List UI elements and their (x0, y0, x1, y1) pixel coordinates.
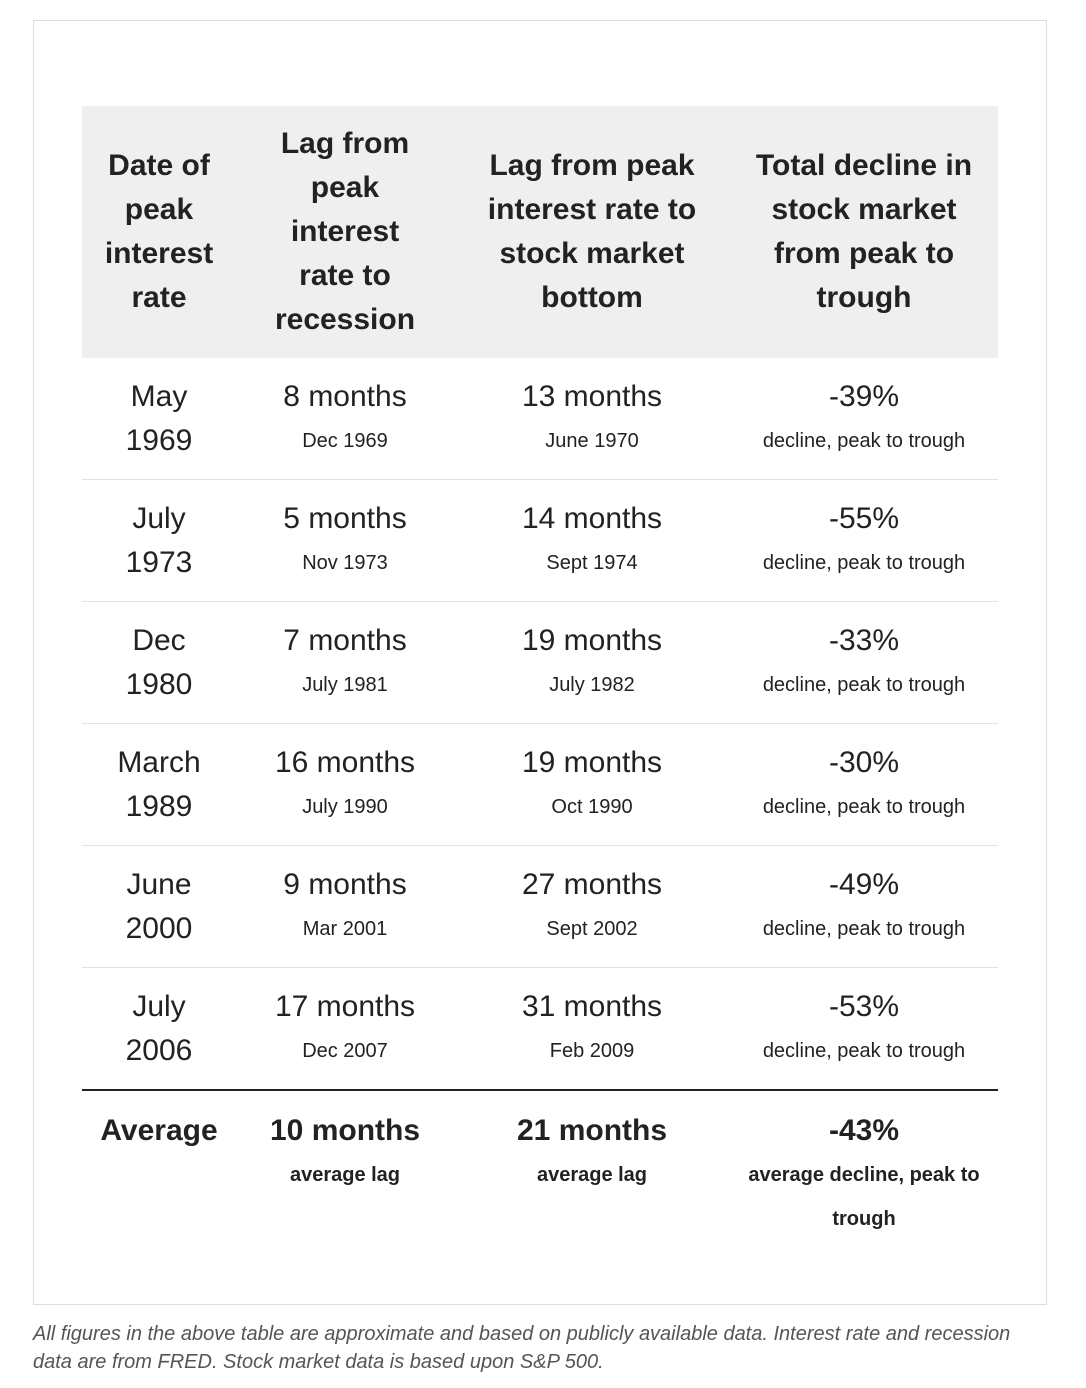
cell: 7 months July 1981 (236, 601, 454, 724)
cell-main: -33% (828, 623, 900, 657)
header-text: Lag from peak interest rate to stock mar… (487, 149, 697, 314)
cell-sub: Sept 2002 (546, 917, 638, 940)
cell-sub: decline, peak to trough (762, 917, 966, 940)
table-card: Date of peak interest rate Lag from peak … (33, 20, 1047, 1305)
column-header: Total decline in stock market from peak … (730, 106, 998, 358)
cell-main: 27 months (521, 867, 663, 901)
table-body: May 1969 8 months Dec 1969 13 months June 19… (82, 358, 998, 1259)
cell: March 1989 (82, 723, 236, 846)
column-header: Date of peak interest rate (82, 106, 236, 358)
cell-main: 16 months (274, 745, 416, 779)
cell: 31 months Feb 2009 (454, 967, 730, 1091)
cell-main: -30% (828, 745, 900, 779)
cell-sub: decline, peak to trough (762, 551, 966, 574)
cell-main: July 1973 (125, 501, 193, 579)
cell: 21 months average lag (454, 1089, 730, 1259)
data-row: March 1989 16 months July 1990 19 months Oct… (82, 723, 998, 846)
data-row: July 2006 17 months Dec 2007 31 months Feb 2… (82, 967, 998, 1091)
cell-main: 9 months (283, 867, 407, 901)
header-text: Lag from peak interest rate to recession (274, 127, 416, 336)
cell-main: -55% (828, 501, 900, 535)
cell: 16 months July 1990 (236, 723, 454, 846)
cell-main: July 2006 (125, 989, 193, 1067)
cell-main: 10 months (269, 1114, 421, 1147)
cell: 10 months average lag (236, 1089, 454, 1259)
cell-main: May 1969 (125, 379, 193, 457)
cell-sub: Oct 1990 (551, 795, 633, 818)
cell: July 2006 (82, 967, 236, 1091)
cell-sub: Mar 2001 (302, 917, 388, 940)
cell-sub: July 1982 (549, 673, 635, 696)
cell: -53% decline, peak to trough (730, 967, 998, 1091)
data-row: June 2000 9 months Mar 2001 27 months Sept 2… (82, 845, 998, 968)
column-header: Lag from peak interest rate to stock mar… (454, 106, 730, 358)
cell-main: 13 months (521, 379, 663, 413)
cell-main: 31 months (521, 989, 663, 1023)
cell: 8 months Dec 1969 (236, 358, 454, 480)
header-text: Date of peak interest rate (104, 149, 214, 314)
cell-sub: average decline, peak to trough (748, 1164, 980, 1230)
cell: -43% average decline, peak to trough (730, 1089, 998, 1259)
cell: Dec 1980 (82, 601, 236, 724)
cell: 27 months Sept 2002 (454, 845, 730, 968)
cell-sub: decline, peak to trough (762, 795, 966, 818)
cell-main: -53% (828, 989, 900, 1023)
cell-sub: decline, peak to trough (762, 429, 966, 452)
cell: -33% decline, peak to trough (730, 601, 998, 724)
cell-sub: Sept 1974 (546, 551, 638, 574)
cell-main: 19 months (521, 745, 663, 779)
header-text: Total decline in stock market from peak … (755, 149, 973, 314)
cell-main: 8 months (283, 379, 407, 413)
cell: 17 months Dec 2007 (236, 967, 454, 1091)
header-row: Date of peak interest rate Lag from peak … (82, 106, 998, 358)
cell-main: June 2000 (125, 867, 193, 945)
cell: 13 months June 1970 (454, 358, 730, 480)
cell: -49% decline, peak to trough (730, 845, 998, 968)
cell-sub: July 1981 (302, 673, 388, 696)
column-header: Lag from peak interest rate to recession (236, 106, 454, 358)
data-row: July 1973 5 months Nov 1973 14 months Sept 1… (82, 479, 998, 602)
data-row: May 1969 8 months Dec 1969 13 months June 19… (82, 358, 998, 480)
cell: May 1969 (82, 358, 236, 480)
table: Date of peak interest rate Lag from peak … (82, 106, 998, 1259)
cell-sub: June 1970 (545, 429, 639, 452)
cell-main: -43% (828, 1114, 900, 1147)
cell-sub: Nov 1973 (302, 551, 388, 574)
cell: 19 months Oct 1990 (454, 723, 730, 846)
cell-sub: average lag (289, 1164, 401, 1186)
cell-main: -39% (828, 379, 900, 413)
cell-main: Dec 1980 (125, 623, 193, 701)
cell-main: March 1989 (117, 745, 201, 823)
cell-main: 7 months (283, 623, 407, 657)
cell-sub: Dec 2007 (302, 1039, 388, 1062)
cell: Average (82, 1089, 236, 1259)
cell: 9 months Mar 2001 (236, 845, 454, 968)
cell-main: 21 months (516, 1114, 668, 1147)
cell-sub: decline, peak to trough (762, 673, 966, 696)
cell-sub: decline, peak to trough (762, 1039, 966, 1062)
cell-sub: Feb 2009 (549, 1039, 635, 1062)
cell: -55% decline, peak to trough (730, 479, 998, 602)
cell-sub: Dec 1969 (302, 429, 388, 452)
cell: 5 months Nov 1973 (236, 479, 454, 602)
cell: June 2000 (82, 845, 236, 968)
footnote: All figures in the above table are appro… (33, 1323, 1011, 1373)
cell-main: 5 months (283, 501, 407, 535)
cell: -30% decline, peak to trough (730, 723, 998, 846)
cell: July 1973 (82, 479, 236, 602)
cell-main: 17 months (274, 989, 416, 1023)
cell-sub: July 1990 (302, 795, 388, 818)
data-row: Dec 1980 7 months July 1981 19 months July 1… (82, 601, 998, 724)
cell-main: 14 months (521, 501, 663, 535)
cell-main: -49% (828, 867, 900, 901)
cell: -39% decline, peak to trough (730, 358, 998, 480)
cell: 14 months Sept 1974 (454, 479, 730, 602)
average-row: Average 10 months average lag 21 months aver… (82, 1089, 998, 1259)
cell-main: 19 months (521, 623, 663, 657)
cell-sub: average lag (536, 1164, 648, 1186)
cell: 19 months July 1982 (454, 601, 730, 724)
cell-main: Average (100, 1114, 218, 1147)
